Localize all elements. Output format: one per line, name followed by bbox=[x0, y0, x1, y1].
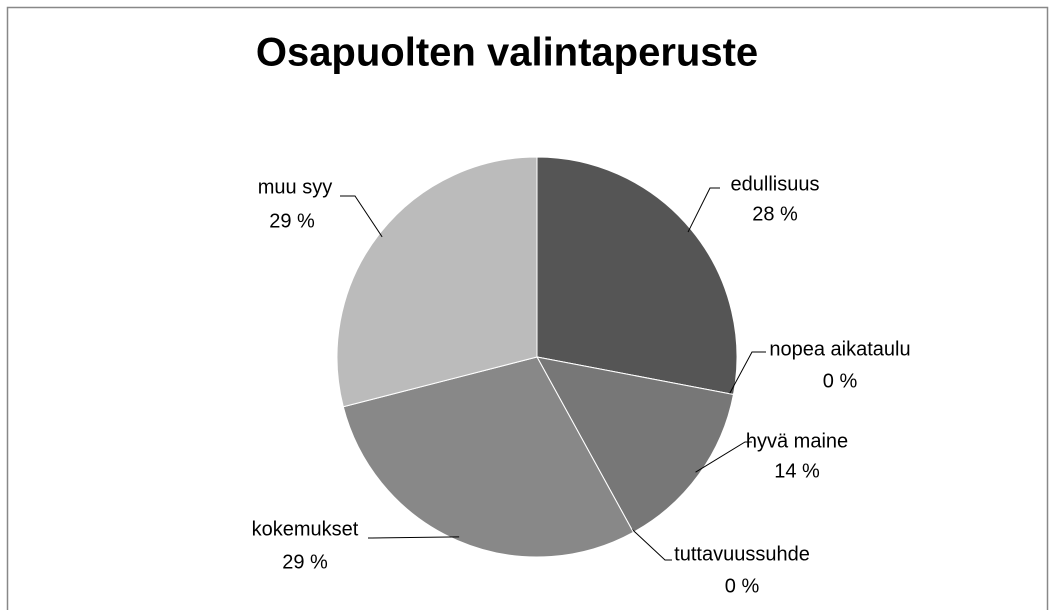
slice-value-label: 28 % bbox=[752, 203, 798, 225]
slice-value-label: 0 % bbox=[823, 370, 858, 392]
slice-value-label: 29 % bbox=[282, 551, 328, 573]
slice-label: nopea aikataulu bbox=[769, 338, 910, 360]
slice-label: tuttavuussuhde bbox=[674, 543, 810, 565]
slice-label: kokemukset bbox=[252, 518, 359, 540]
pie-slice bbox=[536, 156, 738, 396]
chart-title: Osapuolten valintaperuste bbox=[256, 31, 758, 75]
pie-slice bbox=[342, 356, 635, 558]
slice-label: edullisuus bbox=[731, 173, 820, 195]
leader-line bbox=[368, 536, 460, 539]
slice-value-label: 0 % bbox=[725, 575, 760, 597]
slice-label: hyvä maine bbox=[746, 430, 848, 452]
pie-slice bbox=[536, 356, 735, 533]
leader-line bbox=[729, 351, 766, 394]
slice-value-label: 14 % bbox=[774, 460, 820, 482]
leader-line bbox=[695, 441, 752, 473]
slice-value-label: 29 % bbox=[269, 210, 315, 232]
leader-line bbox=[631, 528, 672, 561]
pie-slice bbox=[336, 156, 538, 408]
leader-line bbox=[687, 187, 720, 233]
leader-line bbox=[340, 195, 383, 238]
slice-label: muu syy bbox=[258, 176, 332, 198]
